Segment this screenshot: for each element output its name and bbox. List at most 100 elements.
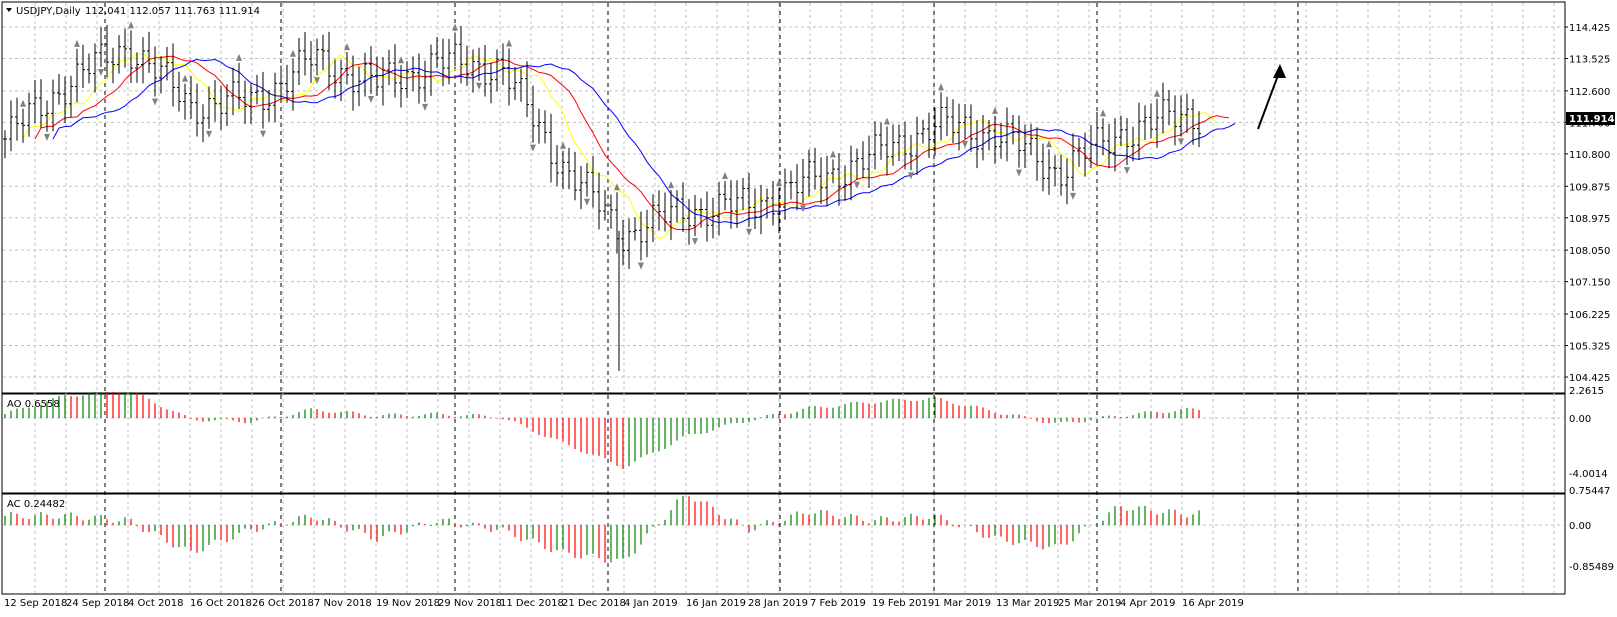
fractal-up — [722, 171, 728, 179]
date-label: 19 Nov 2018 — [376, 598, 440, 609]
dropdown-icon[interactable] — [6, 8, 12, 12]
price-tick-label: 108.975 — [1569, 214, 1610, 225]
current-price-tag: 111.914 — [1566, 112, 1615, 125]
price-tick-label: 112.600 — [1569, 87, 1610, 98]
ao-tick-label: 0.00 — [1569, 414, 1591, 425]
fractal-up — [506, 39, 512, 47]
fractal-down — [368, 95, 374, 103]
fractal-up — [182, 74, 188, 82]
fractal-down — [638, 262, 644, 270]
fractal-up — [668, 181, 674, 189]
ac-tick-label: 0.00 — [1569, 521, 1591, 532]
date-label: 21 Dec 2018 — [562, 598, 626, 609]
price-tick-label: 108.050 — [1569, 246, 1610, 257]
date-label: 24 Sep 2018 — [66, 598, 129, 609]
fractal-up — [830, 150, 836, 158]
date-label: 11 Dec 2018 — [500, 598, 564, 609]
date-label: 4 Oct 2018 — [128, 598, 183, 609]
date-label: 13 Mar 2019 — [996, 598, 1059, 609]
trend-arrow[interactable] — [1257, 64, 1286, 130]
chart-title: USDJPY,Daily 112.041 112.057 111.763 111… — [6, 6, 260, 17]
fractal-down — [44, 133, 50, 141]
main-price-panel[interactable] — [1, 1, 1566, 394]
fractal-up — [452, 23, 458, 31]
fractal-up — [1154, 89, 1160, 97]
ma-mid-line — [34, 55, 1230, 231]
fractal-up — [776, 179, 782, 187]
fractal-down — [98, 69, 104, 77]
fractal-up — [992, 106, 998, 114]
ao-tick-label: -4.0014 — [1569, 469, 1608, 480]
ac-histogram — [4, 496, 1200, 563]
ac-tick-label: -0.85489 — [1569, 562, 1614, 573]
date-label: 4 Jan 2019 — [624, 598, 678, 609]
fractal-up — [20, 99, 26, 107]
grid-lines — [3, 3, 1564, 593]
fractal-up — [1100, 109, 1106, 117]
date-label: 19 Feb 2019 — [872, 598, 934, 609]
date-label: 1 Mar 2019 — [934, 598, 991, 609]
price-tick-label: 107.150 — [1569, 278, 1610, 289]
price-tick-label: 110.800 — [1569, 150, 1610, 161]
fractal-down — [1178, 138, 1184, 146]
ac-tick-label: 0.75447 — [1569, 486, 1610, 497]
price-bars — [3, 25, 1201, 371]
symbol-title: USDJPY,Daily — [16, 6, 81, 17]
fractal-down — [800, 205, 806, 213]
fractal-down — [1016, 169, 1022, 177]
date-label: 4 Apr 2019 — [1120, 598, 1175, 609]
fractal-down — [206, 130, 212, 138]
date-label: 7 Nov 2018 — [314, 598, 372, 609]
price-tick-label: 105.325 — [1569, 342, 1610, 353]
fractal-up — [1046, 140, 1052, 148]
date-label: 7 Feb 2019 — [810, 598, 866, 609]
fractal-down — [260, 130, 266, 138]
fractal-down — [962, 141, 968, 149]
fractal-down — [476, 82, 482, 90]
ac-label: AC 0.24482 — [7, 499, 65, 510]
fractal-down — [1124, 167, 1130, 175]
fractal-down — [908, 172, 914, 180]
ao-histogram — [4, 392, 1200, 469]
date-label: 16 Oct 2018 — [190, 598, 252, 609]
fractal-up — [236, 53, 242, 61]
period-separators — [104, 3, 1299, 593]
date-label: 25 Mar 2019 — [1058, 598, 1121, 609]
fractal-down — [314, 77, 320, 85]
fractal-up — [938, 83, 944, 91]
moving-averages — [22, 52, 1236, 240]
ma-fast-line — [22, 52, 1218, 240]
date-label: 16 Jan 2019 — [686, 598, 746, 609]
ac-panel[interactable] — [1, 493, 1566, 595]
ma-slow-line — [52, 58, 1236, 225]
fractal-down — [692, 238, 698, 246]
fractal-up — [74, 39, 80, 47]
fractal-up — [560, 141, 566, 149]
price-tick-label: 109.875 — [1569, 182, 1610, 193]
fractal-down — [746, 228, 752, 236]
fractal-down — [152, 98, 158, 106]
current-price-value: 111.914 — [1569, 114, 1615, 125]
fractal-up — [398, 56, 404, 64]
fractals — [20, 21, 1184, 270]
price-tick-label: 104.425 — [1569, 373, 1610, 384]
price-tick-label: 106.225 — [1569, 310, 1610, 321]
price-tick-label: 113.525 — [1569, 55, 1610, 66]
date-label: 26 Oct 2018 — [252, 598, 314, 609]
date-label: 16 Apr 2019 — [1182, 598, 1244, 609]
fractal-down — [1070, 192, 1076, 200]
fractal-up — [128, 21, 134, 29]
fractal-up — [884, 117, 890, 125]
date-label: 29 Nov 2018 — [438, 598, 502, 609]
fractal-down — [530, 144, 536, 152]
fractal-up — [614, 183, 620, 191]
date-label: 12 Sep 2018 — [4, 598, 67, 609]
fractal-up — [290, 49, 296, 57]
ao-panel[interactable] — [1, 393, 1566, 494]
date-label: 28 Jan 2019 — [748, 598, 808, 609]
ohlc-values: 112.041 112.057 111.763 111.914 — [85, 6, 260, 17]
fractal-down — [854, 181, 860, 189]
